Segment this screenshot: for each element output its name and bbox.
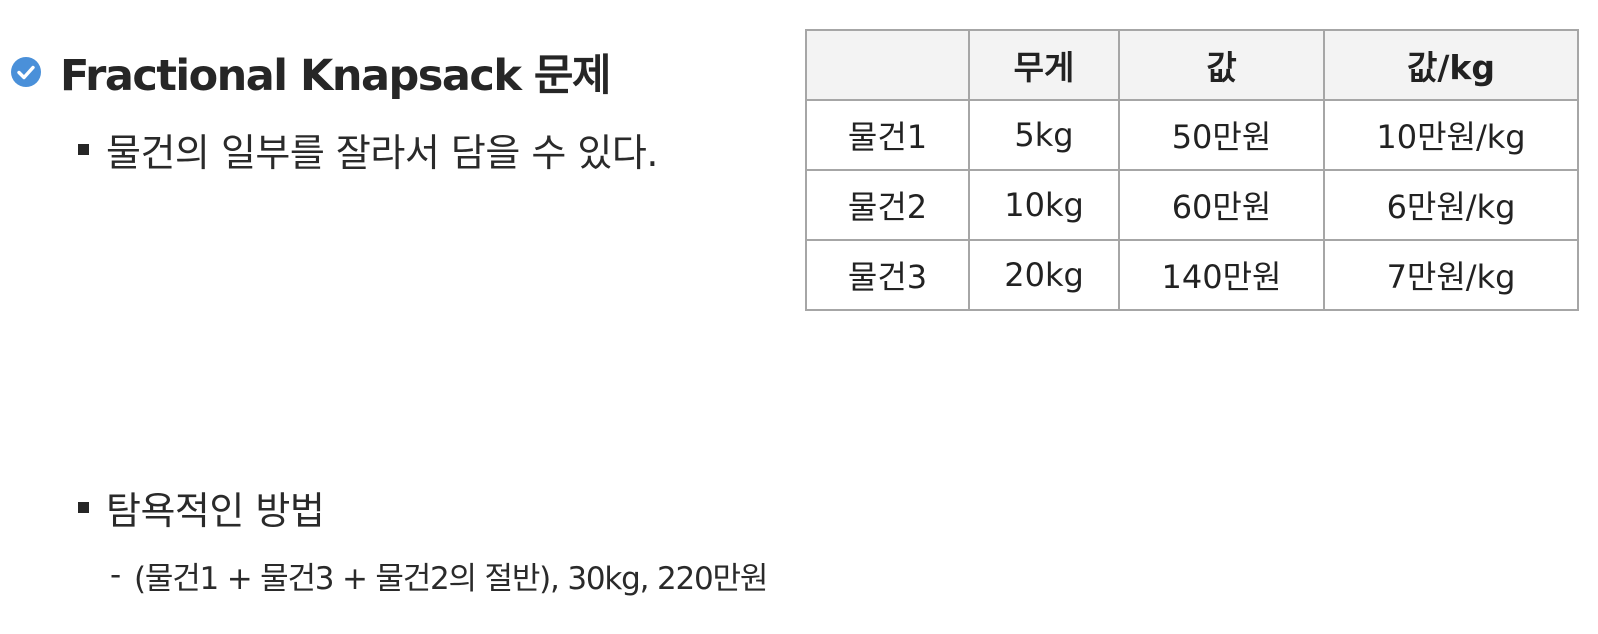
items-table: 무게 값 값/kg 물건1 5kg 50만원 10만원/kg 물건2 10kg … [805, 29, 1579, 311]
dash-bullet: - [110, 557, 121, 593]
greedy-detail-text: (물건1 + 물건3 + 물건2의 절반), 30kg, 220만원 [134, 560, 768, 597]
bullet-partial: 물건의 일부를 잘라서 담을 수 있다. [78, 122, 658, 176]
table-header-value-per-kg: 값/kg [1323, 29, 1579, 101]
bullet-greedy-text: 탐욕적인 방법 [106, 488, 325, 533]
table-header-row: 무게 값 값/kg [805, 29, 1579, 101]
table-cell-weight: 20kg [968, 239, 1120, 311]
square-bullet-icon [78, 501, 89, 513]
table-cell-value: 140만원 [1118, 239, 1325, 311]
table-cell-value: 50만원 [1118, 99, 1325, 171]
check-circle-icon [10, 56, 42, 88]
table-row: 물건3 20kg 140만원 7만원/kg [805, 239, 1579, 311]
bullet-partial-text: 물건의 일부를 잘라서 담을 수 있다. [106, 130, 658, 175]
table-cell-item: 물건3 [805, 239, 970, 311]
table-cell-value-per-kg: 10만원/kg [1323, 99, 1579, 171]
square-bullet-icon [78, 143, 89, 155]
table-cell-value-per-kg: 6만원/kg [1323, 169, 1579, 241]
table-header-weight: 무게 [968, 29, 1120, 101]
slide-title: Fractional Knapsack 문제 [60, 51, 612, 101]
table-row: 물건1 5kg 50만원 10만원/kg [805, 99, 1579, 171]
table-row: 물건2 10kg 60만원 6만원/kg [805, 169, 1579, 241]
bullet-greedy: 탐욕적인 방법 [78, 480, 325, 534]
table-cell-item: 물건2 [805, 169, 970, 241]
table-cell-item: 물건1 [805, 99, 970, 171]
greedy-detail: - (물건1 + 물건3 + 물건2의 절반), 30kg, 220만원 [110, 552, 768, 598]
title-row: Fractional Knapsack 문제 [10, 44, 612, 101]
table-cell-weight: 10kg [968, 169, 1120, 241]
table-cell-weight: 5kg [968, 99, 1120, 171]
table-header-cell [805, 29, 970, 101]
table-cell-value: 60만원 [1118, 169, 1325, 241]
table-header-value: 값 [1118, 29, 1325, 101]
table-cell-value-per-kg: 7만원/kg [1323, 239, 1579, 311]
